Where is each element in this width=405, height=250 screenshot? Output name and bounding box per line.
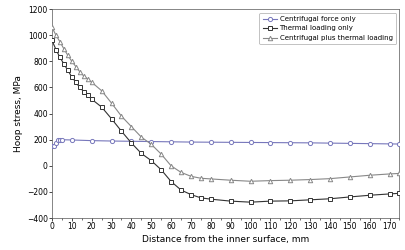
Centrifugal plus thermal loading bbox=[159, 152, 164, 156]
Centrifugal plus thermal loading bbox=[288, 179, 293, 182]
Centrifugal force only bbox=[89, 139, 94, 142]
Thermal loading only bbox=[58, 56, 62, 59]
Centrifugal plus thermal loading bbox=[228, 179, 233, 182]
Centrifugal force only bbox=[387, 142, 392, 146]
Centrifugal plus thermal loading bbox=[49, 26, 54, 29]
Centrifugal plus thermal loading bbox=[73, 65, 78, 68]
Centrifugal force only bbox=[60, 138, 64, 141]
Thermal loading only bbox=[189, 193, 194, 196]
Line: Centrifugal force only: Centrifugal force only bbox=[50, 138, 401, 148]
Centrifugal plus thermal loading bbox=[66, 54, 70, 57]
Centrifugal plus thermal loading bbox=[62, 48, 66, 50]
Centrifugal plus thermal loading bbox=[99, 89, 104, 92]
Centrifugal force only bbox=[51, 144, 56, 147]
Centrifugal plus thermal loading bbox=[85, 78, 90, 80]
Thermal loading only bbox=[139, 152, 144, 155]
Thermal loading only bbox=[288, 199, 293, 202]
Thermal loading only bbox=[179, 188, 183, 192]
Centrifugal force only bbox=[55, 139, 60, 142]
Centrifugal force only bbox=[268, 141, 273, 144]
Thermal loading only bbox=[66, 69, 70, 72]
Thermal loading only bbox=[129, 142, 134, 144]
Centrifugal force only bbox=[169, 140, 174, 143]
Centrifugal plus thermal loading bbox=[119, 115, 124, 118]
Thermal loading only bbox=[119, 130, 124, 133]
Centrifugal force only bbox=[248, 141, 253, 144]
X-axis label: Distance from the inner surface, mm: Distance from the inner surface, mm bbox=[142, 236, 309, 244]
Thermal loading only bbox=[99, 106, 104, 108]
Centrifugal force only bbox=[209, 141, 213, 144]
Thermal loading only bbox=[159, 168, 164, 171]
Centrifugal plus thermal loading bbox=[58, 40, 62, 43]
Thermal loading only bbox=[308, 198, 313, 201]
Centrifugal force only bbox=[308, 141, 313, 144]
Centrifugal plus thermal loading bbox=[129, 125, 134, 128]
Centrifugal force only bbox=[328, 142, 333, 144]
Thermal loading only bbox=[397, 192, 402, 195]
Y-axis label: Hoop stress, MPa: Hoop stress, MPa bbox=[14, 75, 23, 152]
Centrifugal plus thermal loading bbox=[89, 81, 94, 84]
Centrifugal force only bbox=[149, 140, 153, 143]
Centrifugal force only bbox=[367, 142, 372, 145]
Centrifugal force only bbox=[129, 140, 134, 143]
Centrifugal plus thermal loading bbox=[109, 102, 114, 105]
Centrifugal plus thermal loading bbox=[367, 174, 372, 177]
Centrifugal plus thermal loading bbox=[198, 177, 203, 180]
Centrifugal plus thermal loading bbox=[308, 178, 313, 181]
Thermal loading only bbox=[73, 81, 78, 84]
Thermal loading only bbox=[328, 197, 333, 200]
Centrifugal plus thermal loading bbox=[69, 60, 74, 63]
Centrifugal plus thermal loading bbox=[189, 175, 194, 178]
Thermal loading only bbox=[109, 117, 114, 120]
Centrifugal plus thermal loading bbox=[77, 70, 82, 73]
Thermal loading only bbox=[149, 159, 153, 162]
Thermal loading only bbox=[387, 192, 392, 196]
Thermal loading only bbox=[209, 198, 213, 201]
Thermal loading only bbox=[53, 48, 58, 51]
Thermal loading only bbox=[169, 180, 174, 183]
Centrifugal plus thermal loading bbox=[53, 34, 58, 37]
Centrifugal force only bbox=[288, 141, 293, 144]
Centrifugal plus thermal loading bbox=[248, 180, 253, 183]
Line: Centrifugal plus thermal loading: Centrifugal plus thermal loading bbox=[50, 25, 402, 184]
Centrifugal force only bbox=[49, 145, 54, 148]
Thermal loading only bbox=[367, 194, 372, 197]
Centrifugal force only bbox=[69, 138, 74, 141]
Centrifugal plus thermal loading bbox=[328, 177, 333, 180]
Centrifugal plus thermal loading bbox=[169, 164, 174, 167]
Centrifugal plus thermal loading bbox=[179, 171, 183, 174]
Centrifugal plus thermal loading bbox=[347, 176, 352, 178]
Thermal loading only bbox=[198, 196, 203, 199]
Centrifugal plus thermal loading bbox=[268, 179, 273, 182]
Thermal loading only bbox=[69, 76, 74, 78]
Centrifugal force only bbox=[397, 142, 402, 146]
Centrifugal plus thermal loading bbox=[209, 178, 213, 180]
Thermal loading only bbox=[49, 39, 54, 42]
Line: Thermal loading only: Thermal loading only bbox=[50, 38, 401, 204]
Thermal loading only bbox=[62, 62, 66, 66]
Legend: Centrifugal force only, Thermal loading only, Centrifugal plus thermal loading: Centrifugal force only, Thermal loading … bbox=[259, 12, 396, 44]
Thermal loading only bbox=[347, 196, 352, 198]
Thermal loading only bbox=[77, 86, 82, 89]
Centrifugal plus thermal loading bbox=[139, 136, 144, 138]
Centrifugal force only bbox=[189, 140, 194, 143]
Thermal loading only bbox=[81, 90, 86, 93]
Centrifugal force only bbox=[109, 140, 114, 142]
Centrifugal plus thermal loading bbox=[387, 172, 392, 176]
Centrifugal force only bbox=[228, 141, 233, 144]
Thermal loading only bbox=[85, 94, 90, 97]
Thermal loading only bbox=[268, 200, 273, 203]
Centrifugal plus thermal loading bbox=[397, 172, 402, 175]
Centrifugal plus thermal loading bbox=[81, 74, 86, 78]
Centrifugal force only bbox=[58, 138, 62, 141]
Centrifugal plus thermal loading bbox=[149, 143, 153, 146]
Centrifugal force only bbox=[53, 142, 58, 144]
Thermal loading only bbox=[89, 98, 94, 101]
Thermal loading only bbox=[228, 200, 233, 203]
Centrifugal force only bbox=[347, 142, 352, 145]
Thermal loading only bbox=[248, 201, 253, 204]
